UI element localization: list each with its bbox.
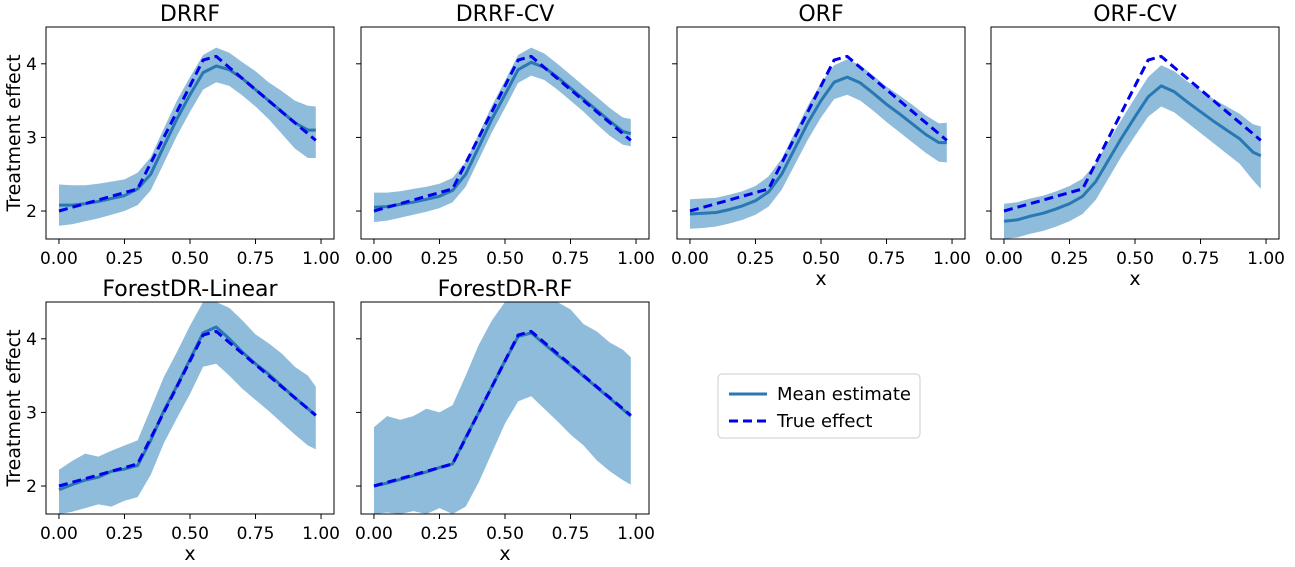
x-tick-label: 0.75 [237, 249, 275, 269]
mean-estimate-line [59, 64, 316, 207]
x-tick-label: 1.00 [302, 524, 340, 544]
x-tick-label: 0.00 [355, 524, 393, 544]
true-effect-line [58, 329, 317, 488]
x-tick-label: 0.25 [1051, 249, 1089, 269]
plot-area [373, 302, 632, 514]
x-tick-label: 0.25 [737, 249, 775, 269]
x-tick-label: 0.50 [486, 524, 524, 544]
y-tick-label: 3 [26, 403, 37, 423]
panel-3: 0.00 0.25 0.50 0.75 1.00 ORF x [671, 2, 971, 290]
confidence-band [690, 59, 947, 229]
x-tick-label: 0.00 [355, 249, 393, 269]
x-axis-label: x [499, 543, 510, 565]
panel-title: ORF [798, 2, 843, 27]
panel-title: ForestDR-Linear [102, 277, 278, 302]
legend: Mean estimate True effect [717, 373, 921, 439]
x-tick-label: 1.00 [1247, 249, 1285, 269]
panel-title: DRRF [160, 2, 220, 27]
x-tick-label: 0.50 [171, 524, 209, 544]
plot-area [1003, 54, 1262, 239]
x-axis-label: x [1129, 268, 1140, 290]
panel-5: 0.00 0.25 0.50 0.75 1.00 2 3 4 ForestDR-Linear x T… [3, 277, 340, 565]
y-tick-label: 4 [26, 330, 37, 350]
x-tick-label: 0.25 [421, 524, 459, 544]
x-tick-label: 0.75 [237, 524, 275, 544]
panel-title: ORF-CV [1093, 2, 1177, 27]
y-tick-label: 2 [26, 477, 37, 497]
panel-6: 0.00 0.25 0.50 0.75 1.00 ForestDR-RF x [355, 277, 655, 565]
plot-area [689, 54, 948, 229]
mean-estimate-line [689, 75, 947, 216]
x-tick-label: 0.00 [40, 524, 78, 544]
y-tick-label: 4 [26, 55, 37, 75]
legend-mean-label: Mean estimate [777, 384, 911, 405]
x-tick-label: 0.00 [985, 249, 1023, 269]
x-tick-label: 0.25 [106, 524, 144, 544]
legend-frame [717, 373, 921, 439]
y-tick-label: 3 [26, 128, 37, 148]
x-tick-label: 0.25 [106, 249, 144, 269]
panel-2: 0.00 0.25 0.50 0.75 1.00 DRRF-CV [355, 2, 655, 269]
x-tick-label: 0.50 [486, 249, 524, 269]
panels: 0.00 0.25 0.50 0.75 1.00 2 3 4 DRRF Treatment eff… [3, 2, 1285, 565]
panel-title: DRRF-CV [456, 2, 555, 27]
legend-true-label: True effect [776, 411, 872, 432]
y-axis-label: Treatment effect [3, 54, 25, 212]
y-axis-label: Treatment effect [3, 329, 25, 487]
panel-title: ForestDR-RF [438, 277, 573, 302]
x-tick-label: 0.50 [802, 249, 840, 269]
x-tick-label: 0.50 [1116, 249, 1154, 269]
x-tick-label: 0.00 [671, 249, 709, 269]
x-axis-label: x [184, 543, 195, 565]
x-tick-label: 0.75 [552, 249, 590, 269]
x-tick-label: 0.00 [40, 249, 78, 269]
plot-area [58, 302, 317, 514]
confidence-band [59, 47, 316, 226]
confidence-band [59, 302, 316, 514]
plot-area [373, 47, 632, 223]
plot-area [58, 47, 317, 226]
x-tick-label: 0.50 [171, 249, 209, 269]
true-effect-line [689, 54, 948, 213]
true-effect-line [373, 54, 632, 213]
x-axis-label: x [815, 268, 826, 290]
mean-estimate-line [1003, 84, 1262, 223]
x-tick-label: 1.00 [933, 249, 971, 269]
true-effect-line [1003, 54, 1262, 213]
x-tick-label: 1.00 [617, 524, 655, 544]
confidence-band [374, 47, 631, 223]
x-tick-label: 0.75 [868, 249, 906, 269]
panel-1: 0.00 0.25 0.50 0.75 1.00 2 3 4 DRRF Treatment eff… [3, 2, 340, 269]
x-tick-label: 1.00 [617, 249, 655, 269]
mean-estimate-line [373, 60, 632, 209]
x-tick-label: 0.75 [552, 524, 590, 544]
true-effect-line [373, 329, 632, 488]
panel-4: 0.00 0.25 0.50 0.75 1.00 ORF-CV x [985, 2, 1285, 290]
x-tick-label: 0.75 [1182, 249, 1220, 269]
x-tick-label: 0.25 [421, 249, 459, 269]
confidence-band [374, 302, 631, 514]
x-tick-label: 1.00 [302, 249, 340, 269]
true-effect-line [58, 54, 317, 213]
y-tick-label: 2 [26, 202, 37, 222]
